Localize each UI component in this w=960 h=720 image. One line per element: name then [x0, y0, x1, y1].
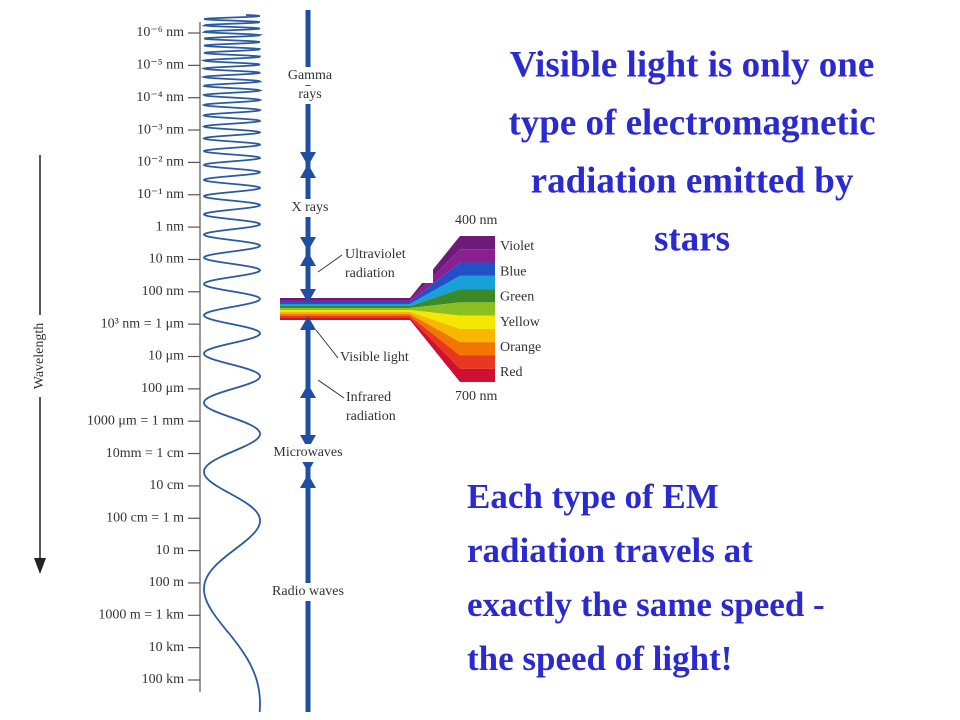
spectrum-band [280, 318, 495, 382]
heading-line: type of electromagnetic [508, 102, 875, 143]
scale-label: 10 nm [149, 252, 185, 267]
axis-label: Wavelength [32, 323, 47, 390]
scale-label: 100 cm = 1 m [106, 510, 184, 525]
axis-label-bg [30, 315, 50, 397]
band-arrowhead [300, 316, 316, 330]
band-arrowhead [300, 237, 316, 251]
scale-label: 1 nm [156, 219, 185, 234]
spectrum-color: Red [500, 365, 523, 380]
band-label-bg [344, 389, 434, 407]
spectrum-band [280, 310, 495, 329]
spectrum-band [280, 312, 495, 343]
scale-label: 10 m [156, 543, 185, 558]
spectrum-band [280, 302, 495, 316]
spectrum-color: Violet [500, 239, 534, 254]
note-line: exactly the same speed - [467, 585, 825, 624]
scale-label: 10⁻⁶ nm [136, 25, 184, 40]
scale-label: 10mm = 1 cm [106, 446, 184, 461]
scale-label: 10³ nm = 1 μm [101, 316, 184, 331]
leader-line [317, 254, 343, 273]
spectrum-band [280, 289, 495, 308]
band-label: Ultraviolet [345, 247, 406, 262]
spectrum-color: Green [500, 290, 534, 305]
band-label-bg [344, 408, 434, 426]
band-label: Visible light [340, 350, 409, 365]
band-label: Gamma [288, 68, 333, 83]
spectrum-band [280, 314, 495, 356]
spectrum-top: 400 nm [455, 213, 498, 228]
band-label: radiation [346, 409, 396, 424]
spectrum-color: Blue [500, 264, 526, 279]
spectrum-color: Orange [500, 340, 541, 355]
spectrum-band [280, 249, 495, 302]
band-label: Radio waves [272, 584, 344, 599]
band-label-bg [265, 86, 355, 104]
band-label-bg [263, 583, 353, 601]
band-arrowhead [300, 152, 316, 166]
scale-label: 10⁻⁴ nm [136, 90, 184, 105]
band-label-bg [343, 265, 433, 283]
heading-line: stars [654, 218, 730, 259]
note-line: radiation travels at [467, 531, 753, 570]
spectrum-band [280, 262, 495, 304]
heading-line: Visible light is only one [510, 44, 875, 85]
band-label-bg [265, 199, 355, 217]
band-label: X rays [292, 200, 329, 215]
scale-label: 10⁻¹ nm [137, 187, 184, 202]
spectrum-band [280, 316, 495, 369]
spectrum-band [280, 275, 495, 306]
scale-label: 1000 m = 1 km [98, 608, 184, 623]
scale-label: 1000 μm = 1 mm [87, 413, 184, 428]
band-label: Microwaves [273, 445, 342, 460]
band-label-bg [263, 444, 353, 462]
scale-label: 100 m [149, 575, 185, 590]
scale-label: 10 μm [148, 349, 184, 364]
spectrum-color: Yellow [500, 315, 541, 330]
scale-label: 100 μm [141, 381, 184, 396]
heading-line: radiation emitted by [531, 160, 854, 201]
band-arrowhead [300, 474, 316, 488]
band-arrowhead [300, 435, 316, 449]
band-label-bg [338, 349, 428, 367]
scale-label: 10 km [149, 640, 185, 655]
leader-line [315, 329, 339, 359]
spectrum-band [280, 236, 495, 300]
spectrum-bottom: 700 nm [455, 389, 498, 404]
wavelength-arrowhead [34, 558, 46, 574]
band-arrowhead [300, 252, 316, 266]
wave [200, 14, 264, 712]
scale-label: 10⁻² nm [137, 155, 184, 170]
band-arrowhead [300, 289, 316, 303]
scale-label: 10 cm [149, 478, 184, 493]
band-label-bg [265, 67, 355, 85]
note-line: Each type of EM [467, 477, 719, 516]
band-label: radiation [345, 266, 395, 281]
scale-label: 100 km [142, 672, 185, 687]
band-label: rays [298, 87, 321, 102]
scale-label: 10⁻³ nm [137, 122, 184, 137]
note-line: the speed of light! [467, 639, 732, 678]
scale-label: 10⁻⁵ nm [136, 58, 184, 73]
band-label-bg [343, 246, 433, 264]
band-arrowhead [300, 164, 316, 178]
band-arrowhead [300, 384, 316, 398]
visible-fan [280, 236, 495, 382]
leader-line [317, 379, 345, 399]
band-label: Infrared [346, 390, 391, 405]
scale-label: 100 nm [142, 284, 185, 299]
